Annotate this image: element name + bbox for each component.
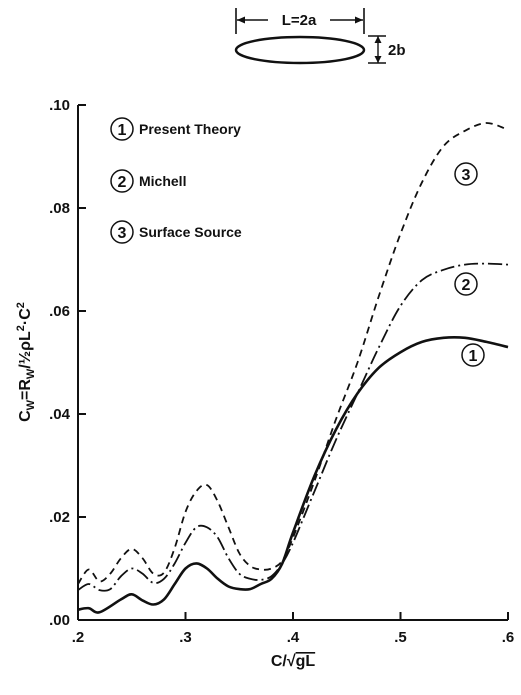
y-tick-label: .04 bbox=[49, 406, 71, 423]
x-ticks: .2 .3 .4 .5 .6 bbox=[72, 612, 515, 646]
y-tick-label: .02 bbox=[49, 509, 70, 526]
legend-label-1: Present Theory bbox=[139, 121, 241, 137]
legend-number-2: 2 bbox=[118, 174, 127, 191]
series-line-1 bbox=[77, 335, 509, 614]
svg-text:CW=RW/½ρL2·C2: CW=RW/½ρL2·C2 bbox=[15, 302, 37, 422]
y-tick-label: .08 bbox=[49, 200, 70, 217]
y-tick-label: .10 bbox=[49, 97, 70, 114]
series-group bbox=[77, 122, 509, 614]
x-tick-label: .5 bbox=[394, 629, 407, 646]
series-end-marker-3 bbox=[454, 162, 478, 186]
x-tick-label: .3 bbox=[179, 629, 192, 646]
legend-label-3: Surface Source bbox=[139, 224, 242, 240]
width-label: 2b bbox=[388, 42, 406, 59]
legend: 1 Present Theory 2 Michell 3 Surface Source bbox=[110, 117, 242, 244]
series-line-3 bbox=[77, 122, 509, 585]
x-tick-label: .2 bbox=[72, 629, 85, 646]
x-axis-label: C/√gL bbox=[271, 653, 316, 670]
body-ellipse bbox=[234, 35, 366, 65]
series-end-labels: 1 2 3 bbox=[454, 162, 485, 367]
length-label: L=2a bbox=[282, 12, 317, 29]
length-arrowhead-left bbox=[237, 16, 245, 24]
ellipse-diagram: L=2a 2b bbox=[234, 8, 406, 65]
y-ticks: .00 .02 .04 .06 .08 .10 bbox=[49, 97, 86, 629]
y-tick-label: .06 bbox=[49, 303, 70, 320]
y-tick-label: .00 bbox=[49, 612, 70, 629]
legend-marker-1 bbox=[110, 117, 134, 141]
legend-number-1: 1 bbox=[118, 122, 127, 139]
width-arrowhead-bottom bbox=[374, 56, 382, 63]
length-arrowhead-right bbox=[355, 16, 363, 24]
series-line-2 bbox=[77, 262, 509, 592]
legend-number-3: 3 bbox=[118, 225, 127, 242]
series-end-number-3: 3 bbox=[462, 167, 471, 184]
legend-marker-3 bbox=[110, 220, 134, 244]
series-end-number-1: 1 bbox=[469, 348, 478, 365]
legend-marker-2 bbox=[110, 169, 134, 193]
legend-label-2: Michell bbox=[139, 173, 186, 189]
y-axis-label: CW=RW/½ρL2·C2 bbox=[15, 302, 37, 422]
width-arrowhead-top bbox=[374, 36, 382, 43]
series-end-marker-2 bbox=[454, 272, 478, 296]
x-tick-label: .6 bbox=[502, 629, 515, 646]
series-end-number-2: 2 bbox=[462, 277, 471, 294]
series-end-marker-1 bbox=[461, 343, 485, 367]
x-tick-label: .4 bbox=[287, 629, 300, 646]
